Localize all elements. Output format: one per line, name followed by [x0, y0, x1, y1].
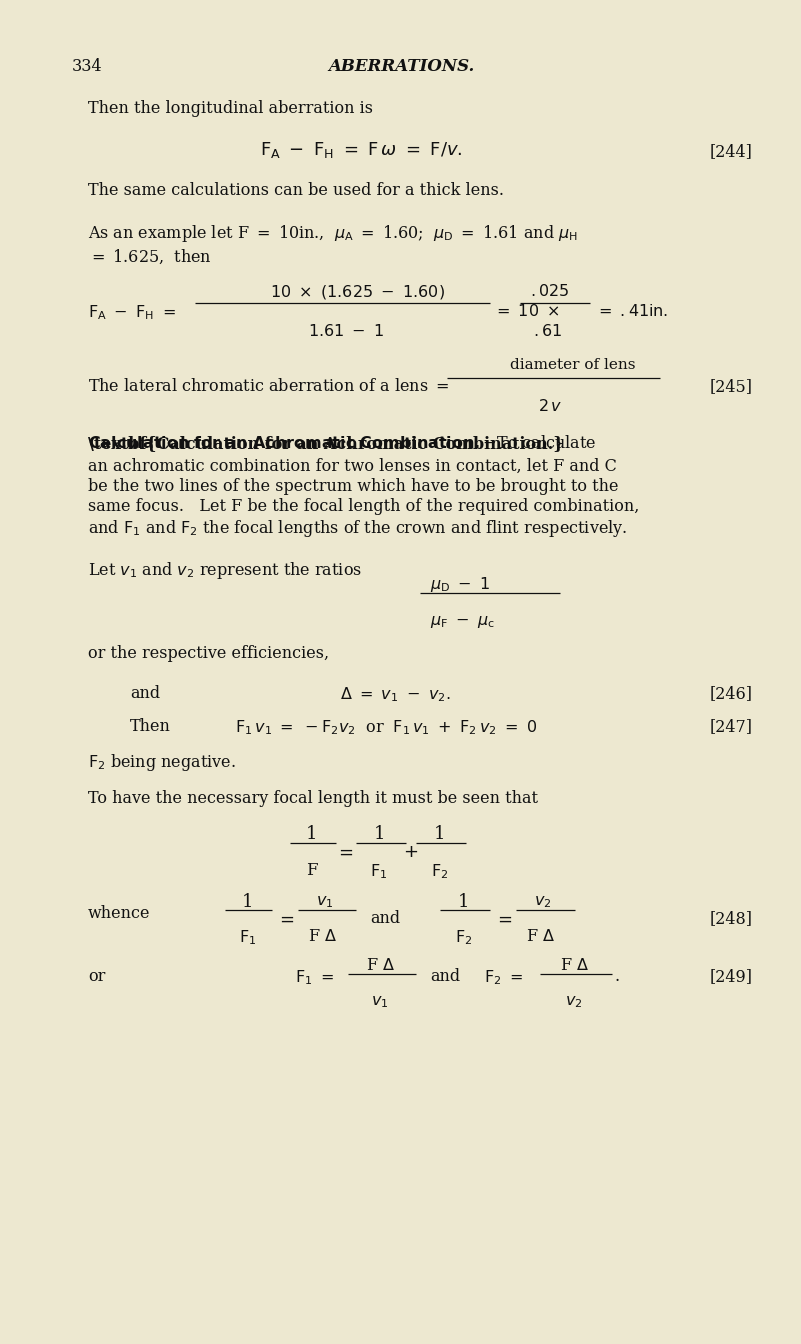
Text: $=$ 1.625,  then: $=$ 1.625, then [88, 249, 212, 266]
Text: 1: 1 [458, 892, 469, 911]
Text: To have the necessary focal length it must be seen that: To have the necessary focal length it mu… [88, 790, 538, 806]
Text: F $\Delta$: F $\Delta$ [365, 957, 395, 974]
Text: $\mathrm{F}_1$: $\mathrm{F}_1$ [239, 927, 256, 946]
Text: 334: 334 [72, 58, 103, 75]
Text: $\mathrm{F}_2$: $\mathrm{F}_2$ [455, 927, 473, 946]
Text: diameter of lens: diameter of lens [510, 358, 635, 372]
Text: ABERRATIONS.: ABERRATIONS. [328, 58, 474, 75]
Text: \textbf{Calculation for an Achromatic Combination.}: \textbf{Calculation for an Achromatic Co… [88, 435, 563, 452]
Text: whence: whence [88, 905, 151, 922]
Text: F $\Delta$: F $\Delta$ [308, 927, 337, 945]
Text: .: . [614, 968, 619, 985]
Text: [245]: [245] [710, 378, 753, 395]
Text: 1: 1 [434, 825, 445, 843]
Text: $=$: $=$ [276, 910, 294, 927]
Text: [249]: [249] [710, 968, 753, 985]
Text: As an example let F $=$ 10in.,  $\mu_\mathrm{A}$ $=$ 1.60;  $\mu_\mathrm{D}$ $=$: As an example let F $=$ 10in., $\mu_\mat… [88, 223, 578, 245]
Text: $\Delta\ =\ v_1\ -\ v_2.$: $\Delta\ =\ v_1\ -\ v_2.$ [340, 685, 450, 704]
Text: $10\ \times\ (1.625\ -\ 1.60)$: $10\ \times\ (1.625\ -\ 1.60)$ [270, 284, 445, 301]
Text: $\mu_\mathrm{F}\ -\ \mu_\mathrm{c}$: $\mu_\mathrm{F}\ -\ \mu_\mathrm{c}$ [430, 613, 495, 630]
Text: be the two lines of the spectrum which have to be brought to the: be the two lines of the spectrum which h… [88, 478, 618, 495]
Text: $\mathrm{F}_1\ =$: $\mathrm{F}_1\ =$ [295, 968, 334, 986]
Text: F $\Delta$: F $\Delta$ [560, 957, 589, 974]
Text: $+$: $+$ [404, 843, 419, 862]
Text: 1: 1 [306, 825, 318, 843]
Text: same focus.   Let F be the focal length of the required combination,: same focus. Let F be the focal length of… [88, 499, 639, 515]
Text: $2\,v$: $2\,v$ [538, 398, 562, 415]
Text: Let $v_1$ and $v_2$ represent the ratios: Let $v_1$ and $v_2$ represent the ratios [88, 560, 362, 581]
Text: or the respective efficiencies,: or the respective efficiencies, [88, 645, 329, 663]
Text: The lateral chromatic aberration of a lens $=$: The lateral chromatic aberration of a le… [88, 378, 449, 395]
Text: $\mathrm{F}_\mathrm{A}\ -\ \mathrm{F}_\mathrm{H}\ =$: $\mathrm{F}_\mathrm{A}\ -\ \mathrm{F}_\m… [88, 302, 175, 321]
Text: $=\ 10\ \times$: $=\ 10\ \times$ [493, 302, 560, 320]
Text: $\mu_\mathrm{D}\ -\ 1$: $\mu_\mathrm{D}\ -\ 1$ [430, 575, 490, 594]
Text: F: F [306, 862, 318, 879]
Text: $\mathrm{F}_2\ =$: $\mathrm{F}_2\ =$ [484, 968, 523, 986]
Text: $.61$: $.61$ [533, 323, 562, 340]
Text: Then: Then [130, 718, 171, 735]
Text: $=$: $=$ [335, 843, 353, 862]
Text: 1: 1 [374, 825, 386, 843]
Text: and: and [370, 910, 400, 927]
Text: and: and [430, 968, 460, 985]
Text: $.025$: $.025$ [530, 284, 570, 300]
Text: $\mathbf{Calculation\ for\ an\ Achromatic\ Combination.}$$-$To calculate: $\mathbf{Calculation\ for\ an\ Achromati… [88, 435, 597, 452]
Text: Then the longitudinal aberration is: Then the longitudinal aberration is [88, 99, 373, 117]
Text: $\mathrm{F}_1$: $\mathrm{F}_1$ [370, 862, 388, 880]
Text: $\mathrm{F}_2$ being negative.: $\mathrm{F}_2$ being negative. [88, 753, 235, 773]
Text: $1.61\ -\ 1$: $1.61\ -\ 1$ [308, 323, 384, 340]
Text: F $\Delta$: F $\Delta$ [526, 927, 556, 945]
Text: [246]: [246] [710, 685, 753, 702]
Text: $\mathrm{F}_2$: $\mathrm{F}_2$ [431, 862, 449, 880]
Text: $\mathrm{F}_\mathrm{A}\ -\ \mathrm{F}_\mathrm{H}\ =\ \mathrm{F}\,\omega\ =\ \mat: $\mathrm{F}_\mathrm{A}\ -\ \mathrm{F}_\m… [260, 140, 463, 160]
Text: an achromatic combination for two lenses in contact, let F and C: an achromatic combination for two lenses… [88, 458, 617, 474]
Text: [247]: [247] [710, 718, 753, 735]
Text: [244]: [244] [710, 142, 753, 160]
Text: $\mathrm{F}_1\,v_1\ =\ -\mathrm{F}_2 v_2$  or  $\mathrm{F}_1\,v_1\ +\ \mathrm{F}: $\mathrm{F}_1\,v_1\ =\ -\mathrm{F}_2 v_2… [235, 718, 537, 737]
Text: [248]: [248] [710, 910, 753, 927]
Text: $v_2$: $v_2$ [566, 993, 582, 1009]
Text: $v_1$: $v_1$ [316, 892, 334, 910]
Text: and: and [130, 685, 160, 702]
Text: and $\mathrm{F}_1$ and $\mathrm{F}_2$ the focal lengths of the crown and flint r: and $\mathrm{F}_1$ and $\mathrm{F}_2$ th… [88, 517, 627, 539]
Text: or: or [88, 968, 106, 985]
Text: $=\ .41\mathrm{in.}$: $=\ .41\mathrm{in.}$ [595, 302, 668, 320]
Text: 1: 1 [242, 892, 254, 911]
Text: $v_1$: $v_1$ [372, 993, 388, 1009]
Text: $=$: $=$ [493, 910, 513, 927]
Text: The same calculations can be used for a thick lens.: The same calculations can be used for a … [88, 181, 504, 199]
Text: $v_2$: $v_2$ [534, 892, 552, 910]
